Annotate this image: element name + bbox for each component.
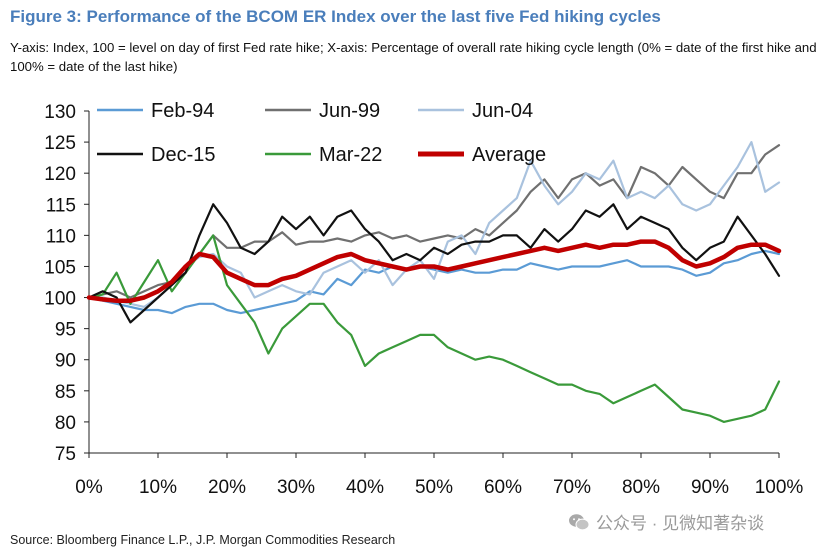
x-tick-label: 30% — [277, 477, 315, 498]
series-line-dec-15 — [87, 203, 781, 324]
y-tick-label: 85 — [55, 382, 76, 403]
legend-label-mar-22: Mar-22 — [319, 144, 382, 166]
y-tick-label: 95 — [55, 320, 76, 341]
legend-label-jun-04: Jun-04 — [472, 100, 533, 122]
figure-subtitle: Y-axis: Index, 100 = level on day of fir… — [10, 40, 817, 74]
watermark-text: 公众号 · 见微知著杂谈 — [596, 514, 765, 533]
y-tick-label: 80 — [55, 413, 76, 434]
chart-legend: Feb-94 Jun-99 Jun-04 Dec-15 Mar-22 Average — [97, 100, 546, 166]
x-tick-label: 90% — [691, 477, 729, 498]
y-tick-label: 120 — [44, 164, 76, 185]
x-tick-label: 20% — [208, 477, 246, 498]
legend-label-average: Average — [472, 144, 546, 166]
chart-series — [86, 141, 782, 423]
x-tick-label: 80% — [622, 477, 660, 498]
y-tick-label: 90 — [55, 351, 76, 372]
series-line-jun-04 — [87, 141, 781, 308]
y-tick-label: 110 — [46, 226, 76, 247]
y-tick-label: 100 — [44, 289, 76, 310]
x-tick-label: 60% — [484, 477, 522, 498]
x-tick-label: 100% — [755, 477, 804, 498]
y-tick-label: 130 — [44, 102, 76, 123]
x-tick-label: 10% — [139, 477, 177, 498]
figure-title: Figure 3: Performance of the BCOM ER Ind… — [10, 7, 661, 26]
chart-axes: 75 80 85 90 95 100 105 110 115 120 125 130 0% 10% 20% 3… — [44, 102, 803, 498]
x-tick-label: 0% — [75, 477, 103, 498]
source-note: Source: Bloomberg Finance L.P., J.P. Mor… — [10, 533, 396, 547]
x-tick-label: 70% — [553, 477, 591, 498]
legend-label-dec-15: Dec-15 — [151, 144, 215, 166]
legend-label-jun-99: Jun-99 — [319, 100, 380, 122]
x-tick-label: 40% — [346, 477, 384, 498]
y-tick-label: 75 — [55, 444, 76, 465]
watermark: 公众号 · 见微知著杂谈 — [568, 509, 764, 534]
series-line-average — [86, 239, 782, 303]
x-tick-label: 50% — [415, 477, 453, 498]
legend-label-feb-94: Feb-94 — [151, 100, 214, 122]
y-tick-label: 125 — [44, 133, 76, 154]
series-line-mar-22 — [87, 234, 781, 423]
series-line-feb-94 — [87, 249, 781, 315]
y-tick-label: 115 — [46, 195, 76, 216]
wechat-icon — [569, 513, 590, 530]
series-line-jun-99 — [87, 144, 781, 299]
y-tick-label: 105 — [44, 257, 76, 278]
